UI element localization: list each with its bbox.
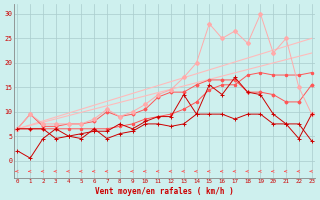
X-axis label: Vent moyen/en rafales ( km/h ): Vent moyen/en rafales ( km/h ) — [95, 187, 234, 196]
